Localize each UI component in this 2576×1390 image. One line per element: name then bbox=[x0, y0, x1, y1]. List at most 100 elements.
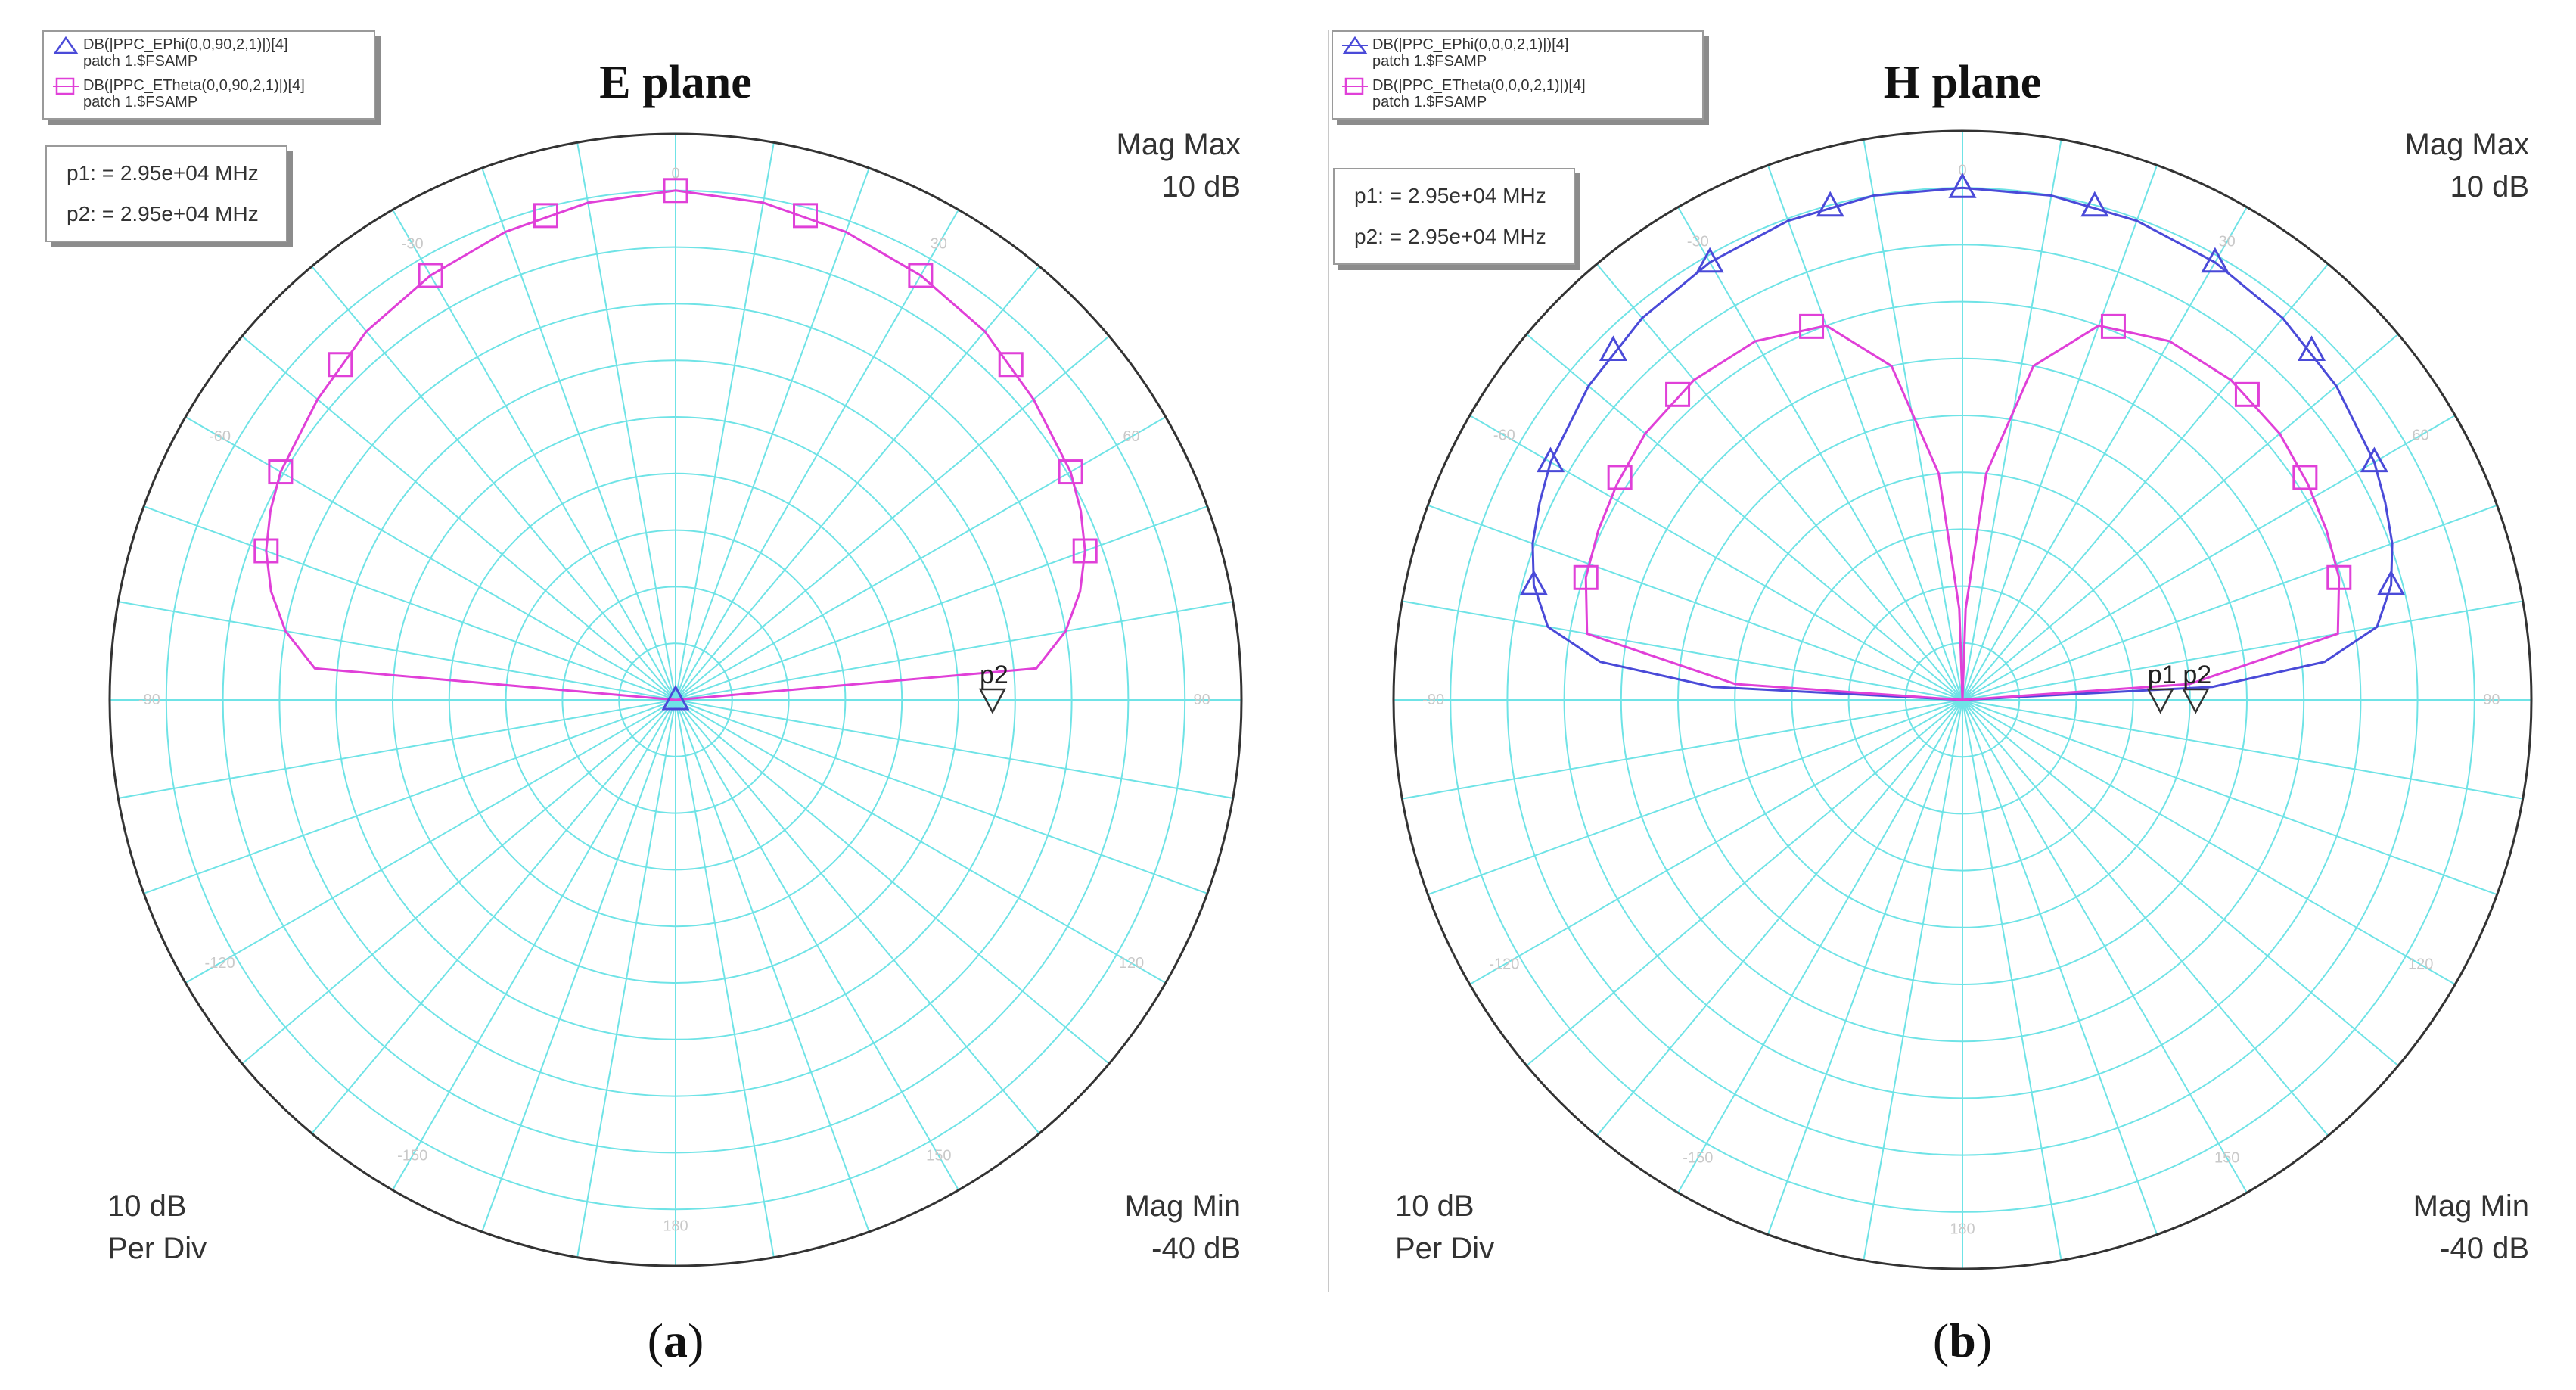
angle-tick-label: 0 bbox=[1958, 163, 1966, 179]
marker-readout-p1: p1: = 2.95e+04 MHz bbox=[67, 161, 259, 185]
legend-name: DB(|PPC_EPhi(0,0,90,2,1)|)[4] bbox=[83, 36, 288, 53]
grid-spoke bbox=[1767, 699, 1963, 1235]
grid-spoke bbox=[576, 699, 676, 1258]
point-marker-label: p2 bbox=[980, 661, 1008, 689]
triangle-marker bbox=[1816, 191, 1844, 217]
grid-spoke bbox=[1469, 415, 1963, 701]
triangle-marker bbox=[2360, 446, 2388, 473]
grid-spoke bbox=[392, 209, 676, 701]
square-marker bbox=[418, 263, 443, 288]
marker-readout-p2: p2: = 2.95e+04 MHz bbox=[67, 202, 259, 225]
grid-spoke bbox=[311, 266, 676, 701]
angle-tick-label: 60 bbox=[1123, 428, 1139, 445]
point-marker-p1 bbox=[2146, 688, 2174, 714]
marker-readout-p1: p1: = 2.95e+04 MHz bbox=[1354, 184, 1546, 207]
grid-spoke bbox=[1962, 207, 2248, 701]
point-marker-label: p2 bbox=[2183, 661, 2211, 689]
angle-tick-label: 150 bbox=[926, 1147, 951, 1164]
grid-spoke bbox=[1962, 699, 2248, 1193]
per-div-text: Per Div bbox=[1395, 1232, 1495, 1265]
grid-spoke bbox=[1402, 600, 1963, 701]
mag-max-value: 10 dB bbox=[2450, 170, 2529, 204]
angle-tick-label: -60 bbox=[209, 428, 231, 445]
triangle-marker bbox=[1537, 446, 1565, 473]
grid-spoke bbox=[1962, 333, 2399, 701]
mag-min-text: Mag Min bbox=[1124, 1189, 1241, 1223]
grid-spoke bbox=[675, 416, 1167, 701]
grid-spoke bbox=[1402, 699, 1963, 800]
chart-panel-b: -90 -60 -30 0 30 60 90 120 150 180 -150 -120 p1 p2 H … bbox=[1328, 0, 2576, 1390]
square-marker bbox=[663, 178, 688, 204]
grid-spoke bbox=[1962, 699, 2062, 1261]
grid-spoke bbox=[675, 266, 1040, 701]
triangle-marker-icon bbox=[1342, 36, 1368, 54]
triangle-marker bbox=[1948, 173, 1977, 198]
triangle-marker bbox=[2080, 191, 2109, 217]
mag-max-label: Mag Max 10 dB bbox=[1117, 123, 1241, 208]
grid-spoke bbox=[1596, 263, 1963, 701]
grid-spoke bbox=[1469, 699, 1963, 985]
grid-spoke bbox=[675, 699, 1233, 799]
square-marker bbox=[2326, 564, 2352, 590]
angle-tick-label: 150 bbox=[2214, 1150, 2239, 1167]
per-div-value: 10 dB bbox=[1395, 1189, 1474, 1223]
legend-sub: patch 1.$FSAMP bbox=[83, 94, 198, 110]
outer-circle bbox=[1392, 129, 2533, 1270]
per-div-label: 10 dB Per Div bbox=[107, 1185, 207, 1270]
legend-entry-etheta: DB(|PPC_ETheta(0,0,90,2,1)|)[4] patch 1.… bbox=[50, 77, 363, 110]
angle-tick-label: -120 bbox=[205, 955, 235, 972]
grid-spoke bbox=[1962, 699, 2329, 1137]
chart-title: H plane bbox=[1883, 57, 2042, 108]
grid-spoke bbox=[675, 699, 1208, 894]
grid-spoke bbox=[675, 335, 1110, 701]
polar-grid bbox=[1392, 129, 2533, 1270]
grid-spoke bbox=[143, 699, 676, 894]
grid-spoke bbox=[675, 142, 775, 701]
angle-tick-label: 60 bbox=[2413, 427, 2429, 443]
angle-tick-label: -30 bbox=[402, 236, 424, 253]
angle-tick-label: 180 bbox=[663, 1218, 688, 1235]
per-div-value: 10 dB bbox=[107, 1189, 187, 1223]
grid-spoke bbox=[1962, 139, 2062, 701]
polar-plot-e-plane: -90 -60 -30 0 30 60 90 120 150 180 -150 -120 p2 bbox=[108, 132, 1243, 1267]
angle-tick-label: 120 bbox=[2408, 956, 2433, 973]
mag-min-text: Mag Min bbox=[2413, 1189, 2529, 1223]
angle-tick-label: -90 bbox=[1422, 692, 1444, 708]
grid-spoke bbox=[675, 699, 1167, 984]
angle-tick-label: -60 bbox=[1493, 427, 1515, 443]
grid-spoke bbox=[675, 505, 1208, 701]
grid-spoke bbox=[675, 699, 1040, 1134]
grid-spoke bbox=[675, 699, 1110, 1065]
grid-spoke bbox=[1962, 600, 2523, 701]
angle-tick-label: -30 bbox=[1687, 233, 1709, 250]
square-marker bbox=[1799, 313, 1825, 339]
angle-tick-label: -150 bbox=[397, 1147, 427, 1164]
grid-spoke bbox=[118, 699, 676, 799]
grid-spoke bbox=[1962, 699, 2523, 800]
mag-max-text: Mag Max bbox=[1116, 128, 1241, 161]
legend-sub: patch 1.$FSAMP bbox=[1372, 94, 1487, 110]
square-marker bbox=[268, 459, 294, 485]
grid-spoke bbox=[1863, 699, 1963, 1261]
grid-spoke bbox=[143, 505, 676, 701]
grid-spoke bbox=[675, 601, 1233, 701]
mag-min-value: -40 dB bbox=[2440, 1232, 2529, 1265]
mag-min-label: Mag Min -40 dB bbox=[1125, 1185, 1241, 1270]
grid-spoke bbox=[1526, 333, 1963, 701]
series-1 bbox=[1573, 313, 2352, 701]
mag-min-label: Mag Min -40 dB bbox=[2413, 1185, 2529, 1270]
legend-sub: patch 1.$FSAMP bbox=[83, 53, 198, 70]
legend: DB(|PPC_EPhi(0,0,90,2,1)|)[4] patch 1.$F… bbox=[42, 30, 375, 120]
square-marker-icon bbox=[53, 77, 79, 95]
grid-spoke bbox=[241, 699, 676, 1065]
triangle-marker bbox=[2201, 247, 2230, 273]
square-marker bbox=[1072, 538, 1098, 564]
mag-max-text: Mag Max bbox=[2404, 128, 2530, 161]
square-marker-icon bbox=[1342, 77, 1368, 95]
marker-readout-p2: p2: = 2.95e+04 MHz bbox=[1354, 225, 1546, 248]
grid-spoke bbox=[1526, 699, 1963, 1067]
outer-circle bbox=[108, 132, 1243, 1267]
angle-tick-label: 30 bbox=[931, 236, 947, 253]
triangle-marker bbox=[1519, 570, 1548, 595]
series-1 bbox=[661, 684, 690, 711]
